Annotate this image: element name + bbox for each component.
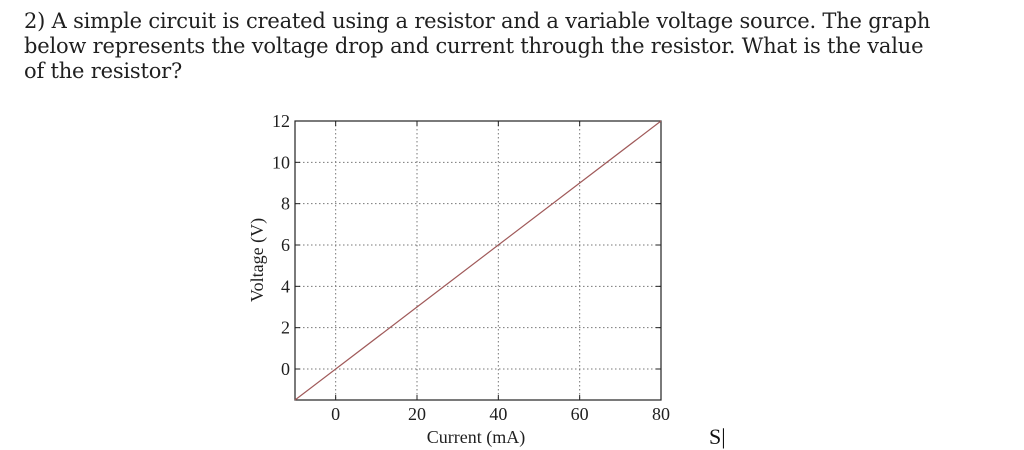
chart-axes — [294, 120, 662, 401]
y-tick-label: 6 — [281, 235, 290, 255]
y-tick-label: 0 — [281, 359, 290, 379]
y-tick-label: 12 — [272, 111, 290, 131]
y-tick-label: 10 — [272, 152, 290, 172]
question-line-1: 2) A simple circuit is created using a r… — [24, 9, 931, 33]
x-tick-label: 0 — [331, 404, 340, 424]
question-line-3: of the resistor? — [24, 59, 183, 83]
question-text: 2) A simple circuit is created using a r… — [24, 9, 964, 84]
x-tick-label: 20 — [408, 404, 426, 424]
y-tick-label: 2 — [281, 318, 290, 338]
answer-input-text[interactable]: S| — [709, 424, 726, 449]
y-tick-label: 8 — [281, 194, 290, 214]
chart-tick-labels: 0 20 40 60 80 0 2 4 6 8 10 12 — [272, 111, 670, 424]
chart-grid — [295, 121, 661, 400]
y-tick-label: 4 — [281, 276, 290, 296]
series-line — [294, 120, 662, 401]
x-tick-label: 40 — [489, 404, 507, 424]
chart-series — [294, 120, 662, 401]
x-tick-label: 80 — [652, 404, 670, 424]
x-axis-label: Current (mA) — [427, 427, 525, 448]
question-line-2: below represents the voltage drop and cu… — [24, 34, 924, 58]
y-axis-label: Voltage (V) — [247, 218, 268, 302]
x-tick-label: 60 — [571, 404, 589, 424]
